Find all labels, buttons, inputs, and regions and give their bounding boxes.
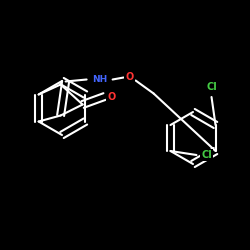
Text: Cl: Cl <box>201 150 212 160</box>
Text: NH: NH <box>92 75 107 84</box>
Text: Cl: Cl <box>206 82 217 92</box>
Text: O: O <box>126 72 134 83</box>
Text: O: O <box>108 92 116 102</box>
